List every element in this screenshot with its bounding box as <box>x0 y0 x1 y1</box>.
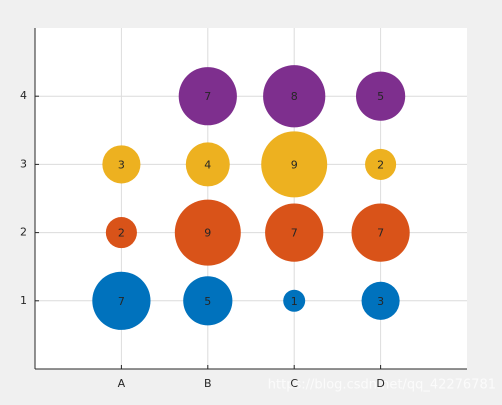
bubble-label: 3 <box>118 158 125 171</box>
bubble-label: 2 <box>118 227 125 240</box>
bubble <box>265 203 324 262</box>
bubble-label: 5 <box>377 90 384 103</box>
bubble-label: 7 <box>118 295 125 308</box>
y-tick-label: 3 <box>20 157 27 170</box>
bubble <box>102 145 141 184</box>
bubble-label: 7 <box>377 227 384 240</box>
bubble-label: 9 <box>291 158 298 171</box>
bubble <box>361 281 400 320</box>
bubbles: 7 5 1 3 2 9 7 7 3 4 9 2 7 8 5 <box>92 65 410 330</box>
y-tick-label: 4 <box>20 89 27 102</box>
bubble-label: 2 <box>377 158 384 171</box>
bubble <box>178 67 237 126</box>
x-tick-label: B <box>204 377 212 390</box>
bubble-label: 5 <box>204 295 211 308</box>
bubble <box>263 65 326 128</box>
bubble-label: 1 <box>291 295 298 308</box>
bubble <box>174 199 241 266</box>
x-tick-label: D <box>376 377 384 390</box>
bubble-label: 9 <box>204 227 211 240</box>
bubble <box>183 276 233 326</box>
bubble <box>356 71 406 121</box>
watermark: https://blog.csdn.net/qq_42276781 <box>268 378 496 393</box>
bubble <box>92 271 151 330</box>
bubble <box>365 148 397 180</box>
bubble-label: 4 <box>204 158 211 171</box>
bubble <box>261 131 328 198</box>
bubble-label: 8 <box>291 90 298 103</box>
y-tick-label: 1 <box>20 294 27 307</box>
bubble-label: 7 <box>291 227 298 240</box>
bubble-label: 7 <box>204 90 211 103</box>
x-tick-label: C <box>290 377 298 390</box>
y-tick-label: 2 <box>20 226 27 239</box>
bubble <box>185 142 230 187</box>
bubble <box>283 289 306 312</box>
bubble-label: 3 <box>377 295 384 308</box>
bubble <box>351 203 410 262</box>
x-tick-label: A <box>118 377 126 390</box>
bubble <box>105 217 137 249</box>
